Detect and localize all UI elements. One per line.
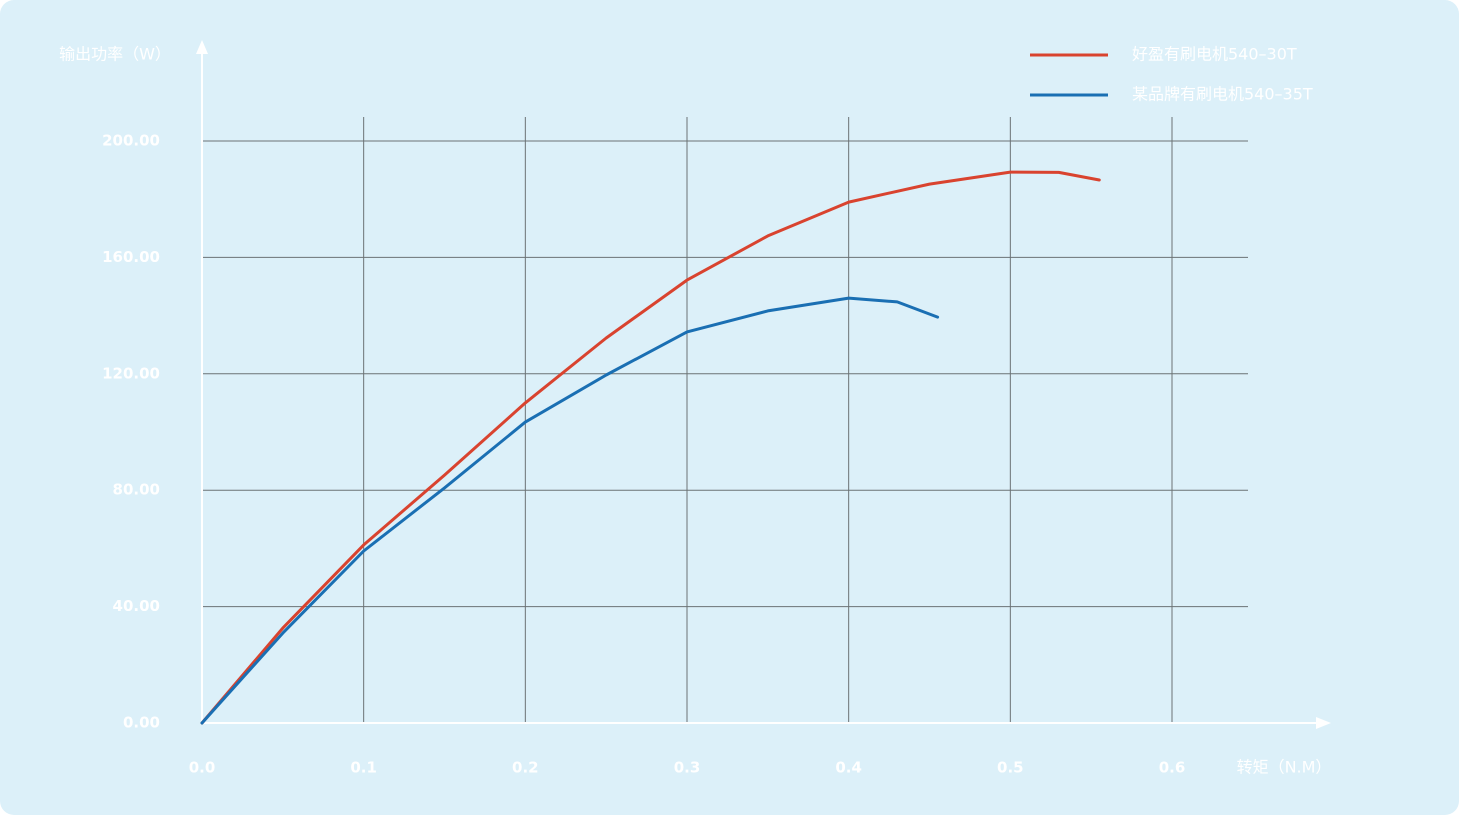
x-axis-label: 转矩（N.M） [1237,758,1332,777]
x-tick-label: 0.3 [674,759,701,777]
y-tick-label: 160.00 [102,248,160,266]
series-line [200,170,1101,725]
y-axis-arrow [196,40,208,54]
y-tick-label: 40.00 [113,597,160,615]
y-tick-label: 80.00 [113,481,160,499]
x-tick-label: 0.2 [512,759,539,777]
x-tick-label: 0.5 [997,759,1024,777]
x-tick-label: 0.6 [1159,759,1186,777]
y-axis-label: 输出功率（W） [59,45,171,64]
y-tick-label: 120.00 [102,364,160,382]
y-tick-label: 200.00 [102,132,160,150]
x-tick-label: 0.1 [350,759,377,777]
legend-label: 好盈有刷电机540–30T [1132,45,1297,64]
legend-label: 某品牌有刷电机540–35T [1132,85,1313,104]
x-axis-arrow [1316,717,1331,729]
series-line [200,296,940,725]
x-tick-label: 0.4 [835,759,862,777]
y-tick-label: 0.00 [123,714,160,732]
x-tick-label: 0.0 [189,759,216,777]
